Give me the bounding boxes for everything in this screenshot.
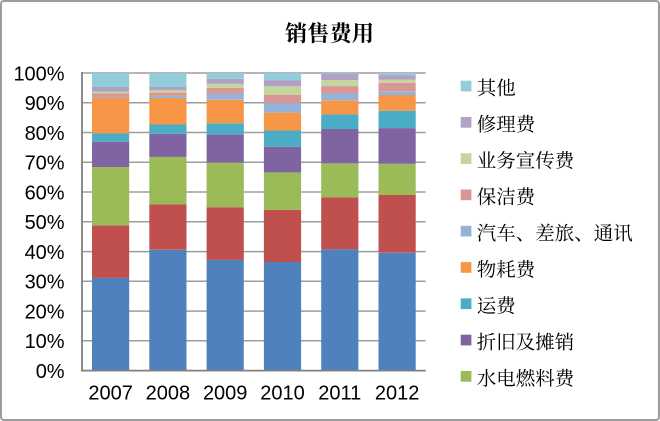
svg-text:2011: 2011 <box>318 383 361 405</box>
svg-text:2007: 2007 <box>88 383 133 405</box>
svg-text:2010: 2010 <box>260 383 305 405</box>
svg-text:2008: 2008 <box>146 383 191 405</box>
svg-text:30%: 30% <box>25 272 65 294</box>
svg-text:80%: 80% <box>25 123 65 145</box>
svg-text:2012: 2012 <box>375 383 420 405</box>
svg-text:20%: 20% <box>25 302 65 324</box>
svg-text:100%: 100% <box>13 63 64 85</box>
svg-text:50%: 50% <box>25 212 65 234</box>
svg-text:40%: 40% <box>25 242 65 264</box>
svg-text:2009: 2009 <box>203 383 248 405</box>
svg-text:70%: 70% <box>25 153 65 175</box>
svg-text:0%: 0% <box>36 361 65 383</box>
svg-text:60%: 60% <box>25 182 65 204</box>
svg-text:10%: 10% <box>25 331 65 353</box>
svg-text:90%: 90% <box>25 93 65 115</box>
